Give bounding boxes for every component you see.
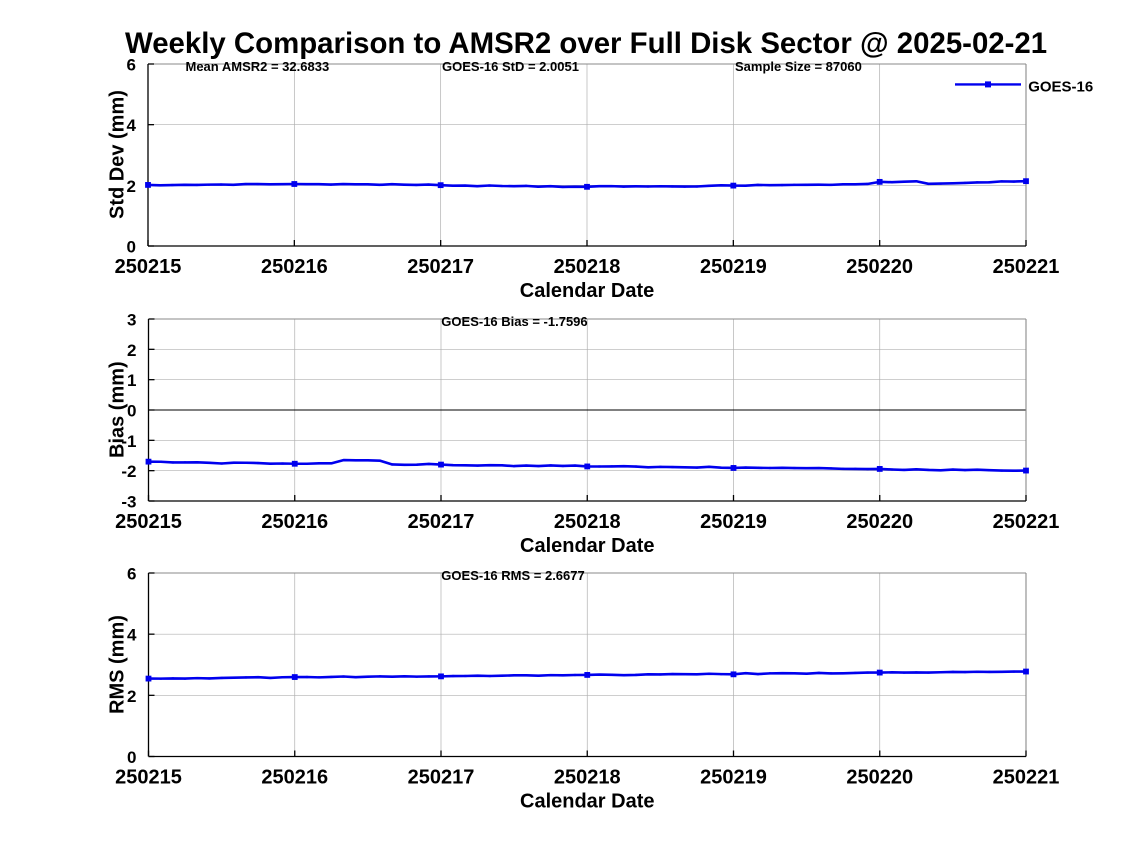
svg-text:250215: 250215 bbox=[115, 256, 182, 278]
svg-text:250219: 250219 bbox=[700, 256, 767, 278]
svg-text:250216: 250216 bbox=[261, 767, 328, 789]
svg-text:GOES-16 Bias = -1.7596: GOES-16 Bias = -1.7596 bbox=[441, 314, 587, 329]
svg-text:250216: 250216 bbox=[261, 511, 328, 533]
svg-text:Calendar Date: Calendar Date bbox=[520, 280, 655, 302]
svg-text:250217: 250217 bbox=[408, 767, 475, 789]
svg-text:250219: 250219 bbox=[700, 767, 767, 789]
svg-text:250217: 250217 bbox=[407, 256, 474, 278]
svg-text:250215: 250215 bbox=[115, 767, 182, 789]
svg-text:250220: 250220 bbox=[846, 511, 913, 533]
svg-text:250218: 250218 bbox=[554, 767, 621, 789]
svg-text:250220: 250220 bbox=[846, 256, 913, 278]
svg-text:250221: 250221 bbox=[993, 256, 1060, 278]
svg-text:250221: 250221 bbox=[993, 767, 1060, 789]
svg-text:250220: 250220 bbox=[846, 767, 913, 789]
svg-text:250216: 250216 bbox=[261, 256, 328, 278]
svg-text:GOES-16: GOES-16 bbox=[1028, 78, 1093, 95]
svg-text:Weekly Comparison to AMSR2 ove: Weekly Comparison to AMSR2 over Full Dis… bbox=[125, 27, 1047, 60]
svg-text:GOES-16 StD = 2.0051: GOES-16 StD = 2.0051 bbox=[442, 59, 579, 74]
svg-text:250217: 250217 bbox=[408, 511, 475, 533]
svg-text:Calendar Date: Calendar Date bbox=[520, 791, 655, 813]
svg-text:250218: 250218 bbox=[554, 256, 621, 278]
svg-text:GOES-16 RMS = 2.6677: GOES-16 RMS = 2.6677 bbox=[441, 568, 584, 583]
svg-text:Mean AMSR2 = 32.6833: Mean AMSR2 = 32.6833 bbox=[186, 59, 330, 74]
svg-text:Sample Size = 87060: Sample Size = 87060 bbox=[735, 59, 862, 74]
svg-text:250219: 250219 bbox=[700, 511, 767, 533]
svg-text:250215: 250215 bbox=[115, 511, 182, 533]
svg-text:250221: 250221 bbox=[993, 511, 1060, 533]
svg-text:Calendar Date: Calendar Date bbox=[520, 535, 655, 557]
svg-text:250218: 250218 bbox=[554, 511, 621, 533]
